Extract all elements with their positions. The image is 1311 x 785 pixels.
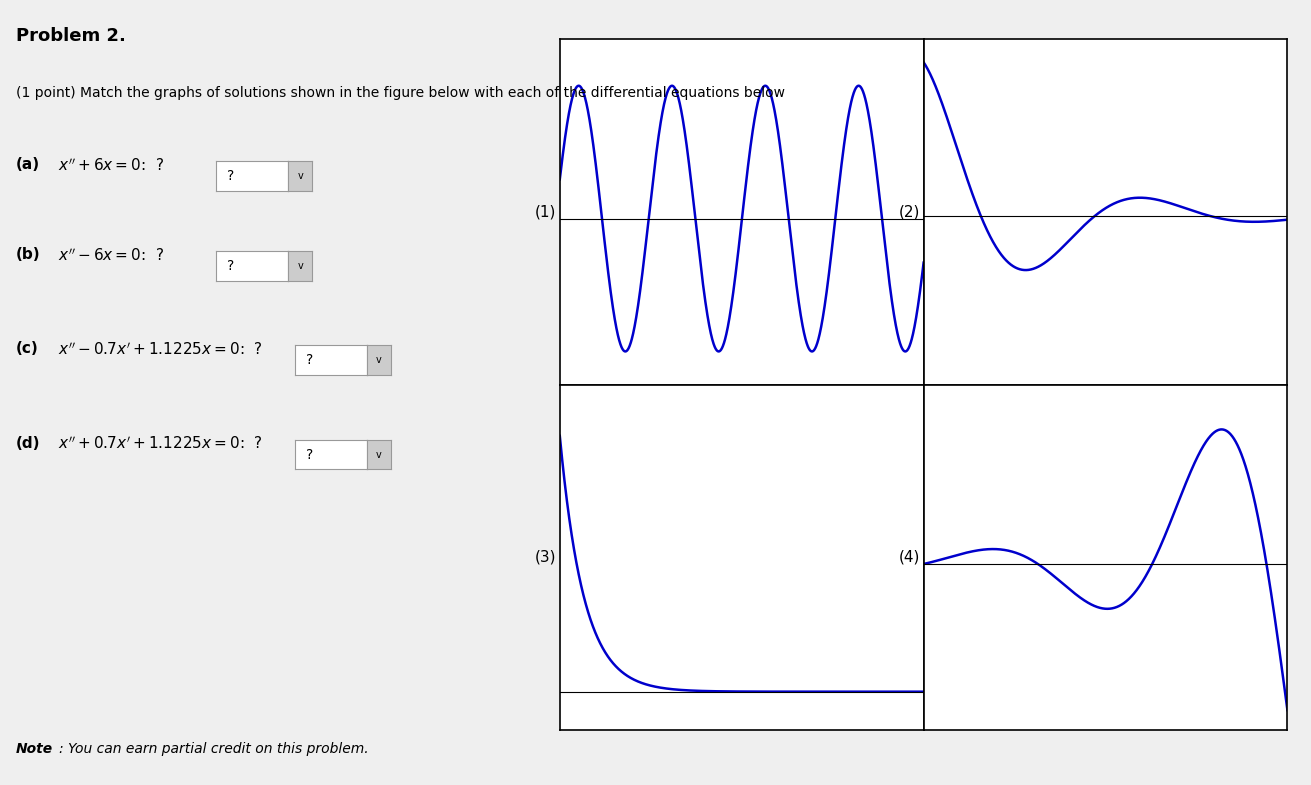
Text: $x'' + 6x = 0$:  ?: $x'' + 6x = 0$: ? — [58, 157, 164, 173]
Text: (3): (3) — [535, 550, 556, 565]
Text: Problem 2.: Problem 2. — [16, 27, 126, 46]
Text: (a): (a) — [16, 157, 39, 172]
Text: ?: ? — [305, 353, 313, 367]
Text: (c): (c) — [16, 341, 38, 356]
Text: $x'' - 0.7x' + 1.1225x = 0$:  ?: $x'' - 0.7x' + 1.1225x = 0$: ? — [58, 341, 262, 358]
Text: $x'' - 6x = 0$:  ?: $x'' - 6x = 0$: ? — [58, 247, 164, 264]
Text: (1): (1) — [535, 204, 556, 220]
Text: ?: ? — [227, 259, 235, 273]
Text: (b): (b) — [16, 247, 41, 262]
Text: ?: ? — [305, 447, 313, 462]
Text: Note: Note — [16, 742, 52, 756]
Text: v: v — [376, 356, 382, 365]
Text: v: v — [298, 261, 303, 271]
Text: : You can earn partial credit on this problem.: : You can earn partial credit on this pr… — [59, 742, 368, 756]
Text: (2): (2) — [898, 204, 920, 220]
Text: v: v — [298, 171, 303, 181]
Text: (1 point) Match the graphs of solutions shown in the figure below with each of t: (1 point) Match the graphs of solutions … — [16, 86, 785, 100]
Text: $x'' + 0.7x' + 1.1225x = 0$:  ?: $x'' + 0.7x' + 1.1225x = 0$: ? — [58, 436, 262, 452]
Text: v: v — [376, 450, 382, 459]
Text: (4): (4) — [898, 550, 920, 565]
Text: ?: ? — [227, 169, 235, 183]
Text: (d): (d) — [16, 436, 41, 451]
